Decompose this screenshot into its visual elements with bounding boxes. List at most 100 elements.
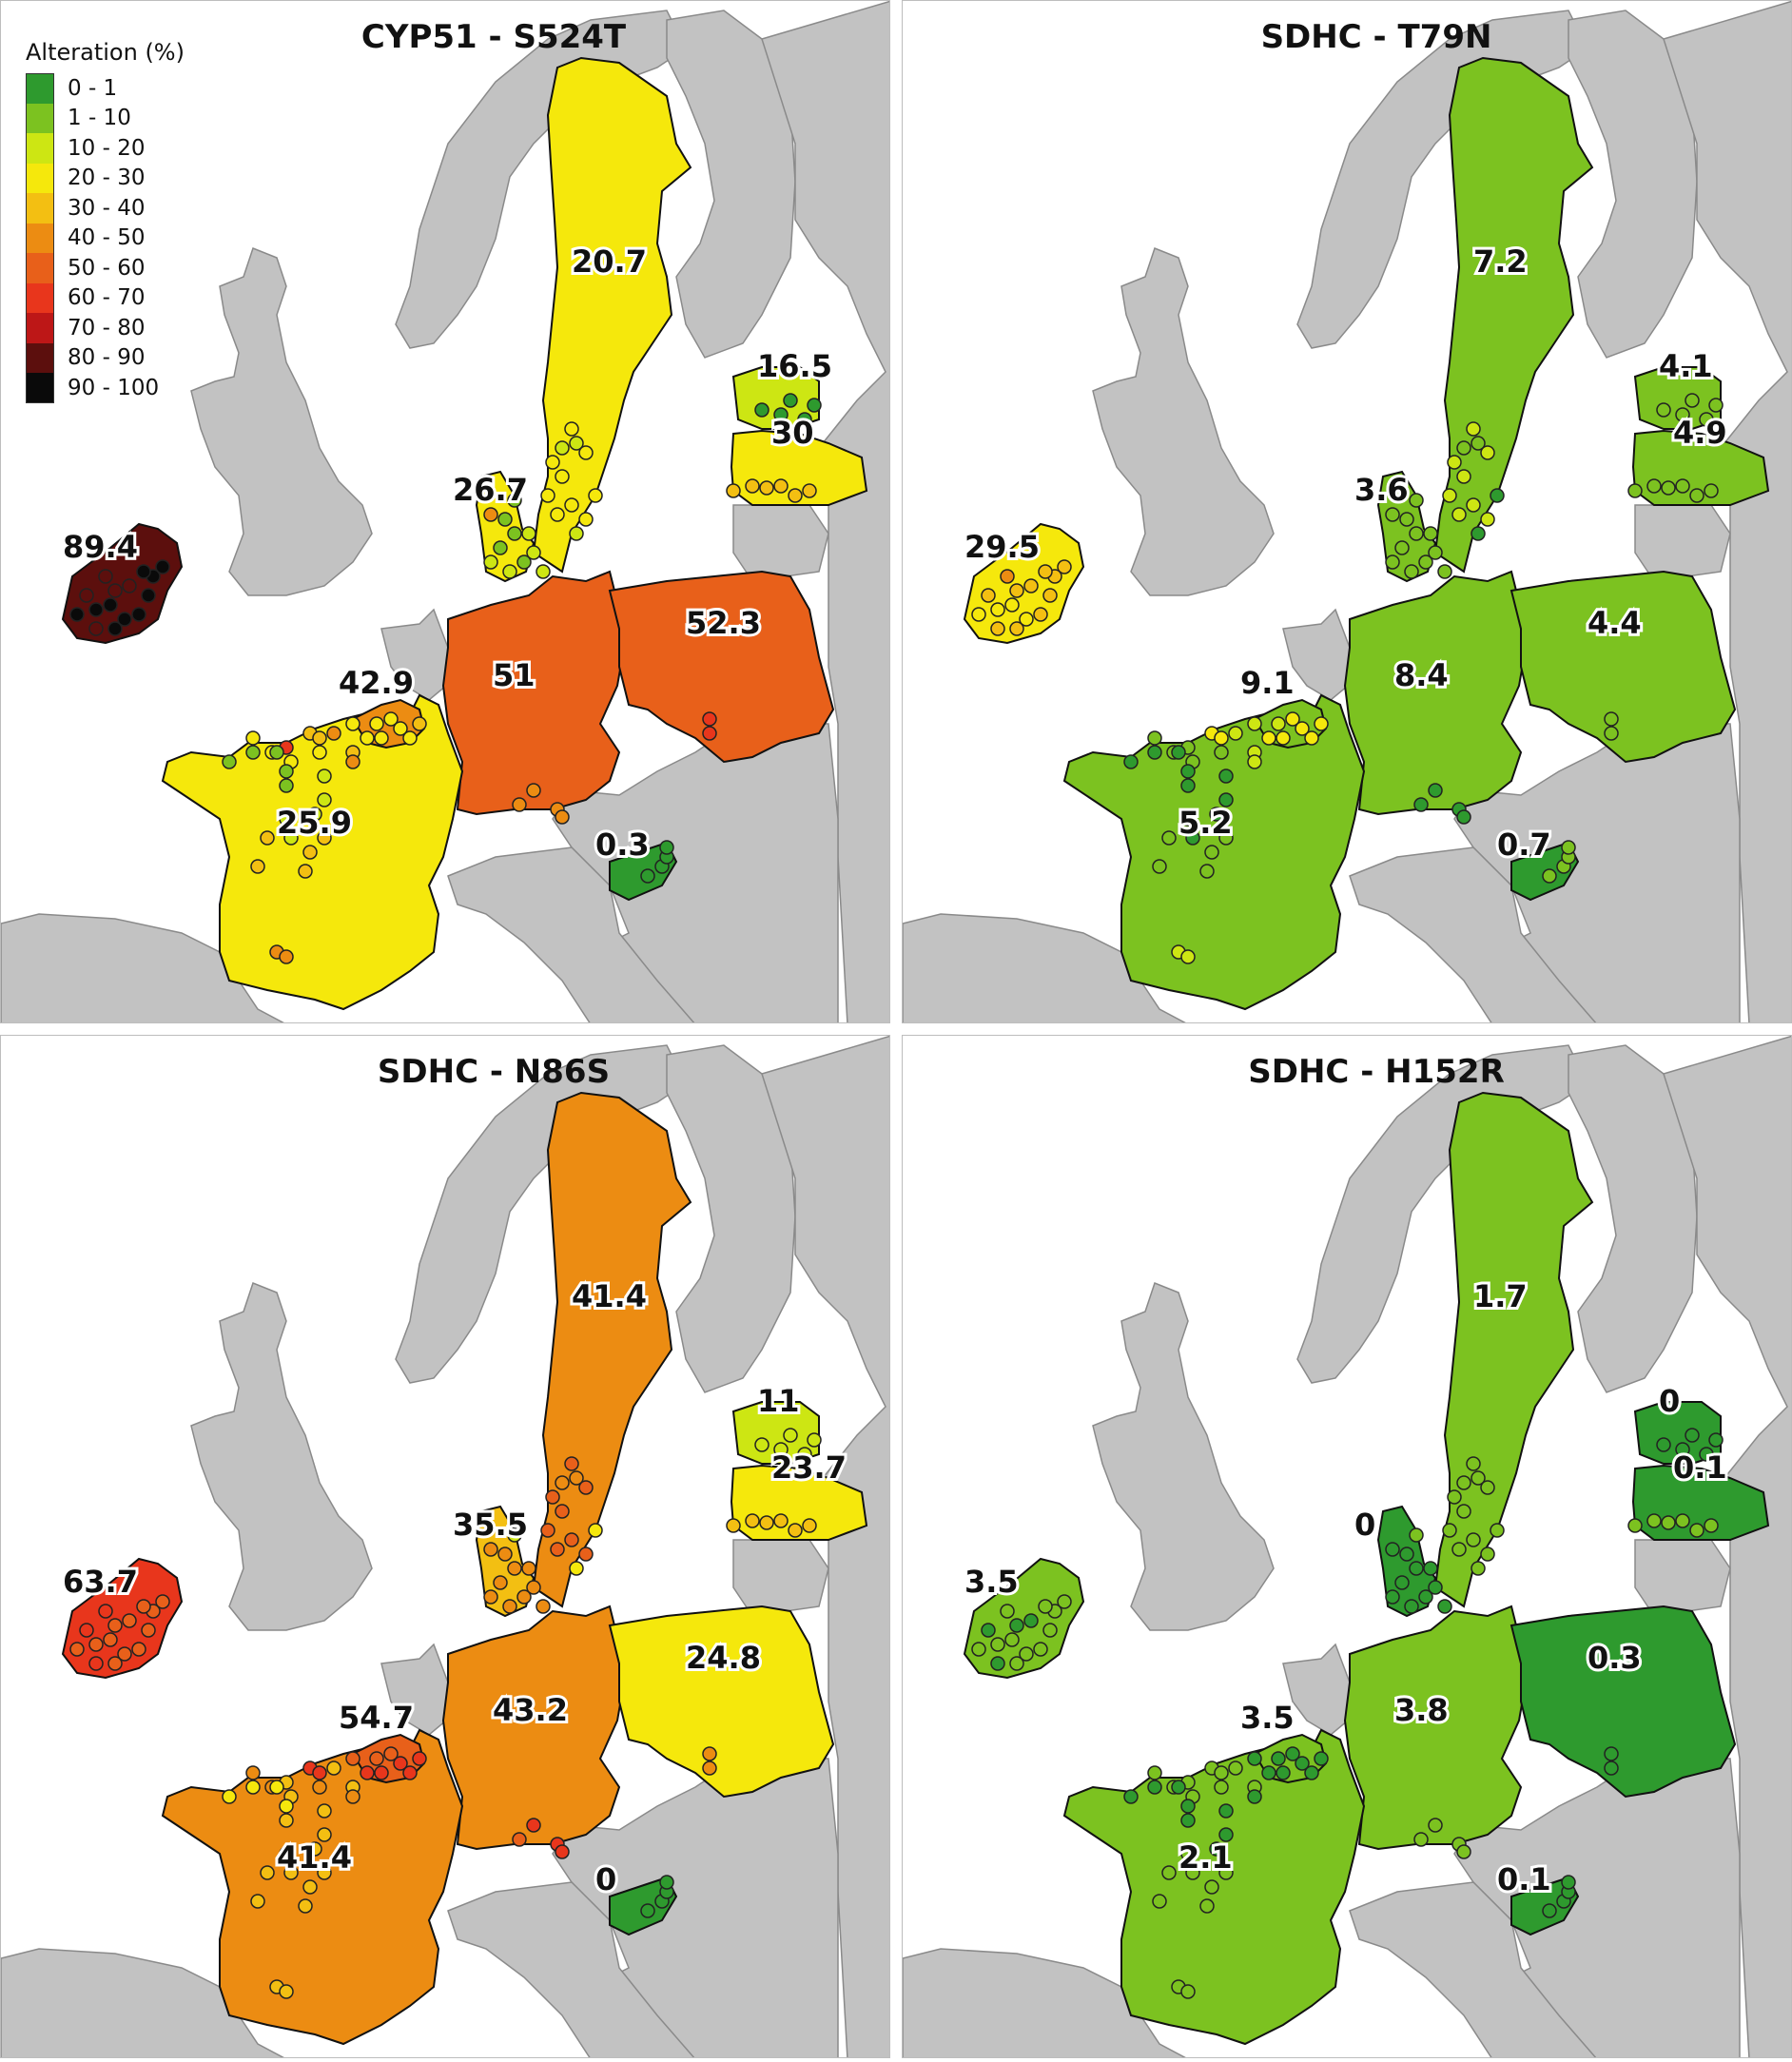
value-label-denmark: 35.5 — [453, 1507, 528, 1543]
sampling-site-marker — [412, 716, 427, 731]
sampling-site-marker — [412, 1751, 427, 1766]
sampling-site-marker — [1038, 564, 1053, 579]
sampling-site-marker — [1009, 583, 1024, 598]
sampling-site-marker — [1490, 1523, 1505, 1538]
basemap-land — [732, 504, 829, 582]
sampling-site-marker — [317, 768, 332, 784]
sampling-site-marker — [497, 512, 513, 527]
legend-swatch — [26, 223, 54, 253]
sampling-site-marker — [1451, 507, 1467, 522]
sampling-site-marker — [569, 436, 584, 451]
sampling-site-marker — [802, 483, 817, 498]
basemap-land — [190, 247, 373, 596]
sampling-site-marker — [659, 840, 674, 855]
sampling-site-marker — [555, 469, 570, 484]
sampling-site-marker — [1604, 726, 1619, 741]
sampling-site-marker — [117, 1646, 132, 1662]
sampling-site-marker — [1171, 1780, 1186, 1795]
sampling-site-marker — [1218, 792, 1234, 807]
sampling-site-marker — [298, 1898, 313, 1914]
basemap-land — [1634, 504, 1731, 582]
sampling-site-marker — [1675, 1442, 1690, 1457]
sampling-site-marker — [312, 745, 327, 760]
sampling-site-marker — [550, 507, 565, 522]
sampling-site-marker — [1466, 1532, 1481, 1547]
sampling-site-marker — [1394, 540, 1410, 555]
sampling-site-marker — [98, 1604, 113, 1619]
map-panel-sdhc-n86s: 41.4 11 23.7 35.5 63.7 43.2 24.8 54.7 41.4 0 SDHC… — [0, 1035, 890, 2058]
sampling-site-marker — [98, 569, 113, 584]
sampling-site-marker — [1604, 1746, 1619, 1761]
sampling-site-marker — [269, 1780, 284, 1795]
legend-label: 50 - 60 — [68, 255, 146, 281]
sampling-site-marker — [1180, 764, 1196, 779]
legend-label: 40 - 50 — [68, 225, 146, 251]
sampling-site-marker — [1218, 1865, 1234, 1880]
sampling-site-marker — [773, 478, 789, 494]
sampling-site-marker — [1204, 845, 1219, 860]
value-label-germany: 51 — [493, 657, 536, 693]
sampling-site-marker — [402, 1765, 418, 1780]
sampling-site-marker — [1218, 1827, 1234, 1842]
sampling-site-marker — [1261, 730, 1276, 746]
sampling-site-marker — [117, 612, 132, 627]
sampling-site-marker — [1199, 864, 1215, 879]
sampling-site-marker — [1247, 1789, 1262, 1804]
sampling-site-marker — [369, 1751, 384, 1766]
sampling-site-marker — [497, 1546, 513, 1562]
value-label-germany: 8.4 — [1394, 657, 1449, 693]
sampling-site-marker — [1009, 1618, 1024, 1633]
sampling-site-marker — [483, 554, 498, 570]
sampling-site-marker — [1428, 783, 1443, 798]
sampling-site-marker — [1147, 1765, 1162, 1780]
sampling-site-marker — [369, 716, 384, 731]
sampling-site-marker — [1542, 1903, 1557, 1918]
sampling-site-marker — [555, 440, 570, 456]
value-label-sweden: 41.4 — [572, 1278, 647, 1314]
sampling-site-marker — [307, 807, 322, 822]
sampling-site-marker — [702, 711, 717, 727]
sampling-site-marker — [1304, 1765, 1319, 1780]
sampling-site-marker — [754, 402, 769, 418]
sampling-site-marker — [103, 1632, 118, 1647]
sampling-site-marker — [483, 507, 498, 522]
sampling-site-marker — [773, 1513, 789, 1528]
value-label-latvia: 4.9 — [1673, 415, 1727, 451]
basemap-land — [447, 846, 695, 1022]
sampling-site-marker — [1214, 730, 1229, 746]
legend-swatch — [26, 103, 54, 133]
sampling-site-marker — [512, 797, 527, 812]
sampling-site-marker — [250, 1894, 265, 1909]
value-label-germany: 3.8 — [1394, 1692, 1449, 1728]
basemap-land — [732, 1539, 829, 1617]
sampling-site-marker — [155, 1594, 170, 1609]
sampling-site-marker — [260, 830, 275, 846]
value-label-estonia: 4.1 — [1659, 348, 1713, 384]
legend-swatch — [26, 193, 54, 224]
value-label-denmark: 26.7 — [453, 472, 528, 508]
sampling-site-marker — [79, 1623, 94, 1638]
value-label-belgium: 3.5 — [1240, 1700, 1295, 1736]
sampling-site-marker — [569, 1470, 584, 1486]
sampling-site-marker — [1442, 488, 1457, 503]
sampling-site-marker — [1247, 716, 1262, 731]
sampling-site-marker — [1004, 1632, 1020, 1647]
sampling-site-marker — [326, 1760, 341, 1776]
sampling-site-marker — [1185, 830, 1200, 846]
sampling-site-marker — [1699, 412, 1714, 427]
legend-item: 80 - 90 — [26, 342, 185, 373]
value-label-ireland: 63.7 — [63, 1564, 138, 1600]
sampling-site-marker — [990, 1637, 1005, 1652]
sampling-site-marker — [345, 1751, 360, 1766]
sampling-site-marker — [279, 778, 294, 793]
sampling-site-marker — [536, 564, 551, 579]
sampling-site-marker — [1456, 1844, 1471, 1859]
value-label-estonia: 16.5 — [757, 348, 832, 384]
map-panel-cyp51-s524t: 20.7 16.5 30 26.7 89.4 51 52.3 42.9 25.9 0.3 CYP5… — [0, 0, 890, 1023]
map-canvas: 7.2 4.1 4.9 3.6 29.5 8.4 4.4 9.1 5.2 0.7 — [903, 1, 1791, 1022]
sampling-site-marker — [374, 1765, 389, 1780]
sampling-site-marker — [1276, 730, 1291, 746]
sampling-site-marker — [1000, 569, 1015, 584]
sampling-site-marker — [1646, 478, 1662, 494]
sampling-site-marker — [773, 1442, 789, 1457]
